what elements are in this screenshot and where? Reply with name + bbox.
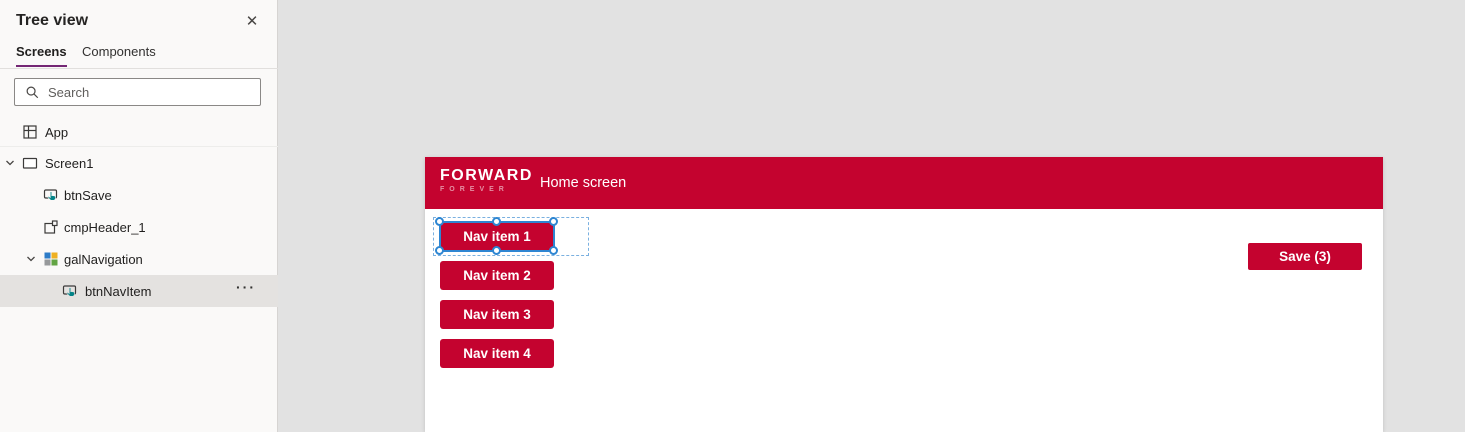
tree-item-label: App xyxy=(45,125,69,140)
tree-item-label: galNavigation xyxy=(64,252,143,267)
button-icon xyxy=(62,285,77,297)
tree-item-btnnavitem[interactable]: btnNavItem ··· xyxy=(0,275,278,307)
button-icon xyxy=(43,189,58,201)
tree-item-cmpheader[interactable]: cmpHeader_1 xyxy=(0,211,278,243)
app-header-bar[interactable]: FORWARD FOREVER Home screen xyxy=(425,157,1383,209)
chevron-down-icon[interactable] xyxy=(25,253,37,265)
tree-item-app[interactable]: App xyxy=(0,116,278,148)
nav-item-2-button[interactable]: Nav item 2 xyxy=(440,261,554,290)
nav-item-4-button[interactable]: Nav item 4 xyxy=(440,339,554,368)
tab-components[interactable]: Components xyxy=(82,44,156,59)
nav-item-3-button[interactable]: Nav item 3 xyxy=(440,300,554,329)
tab-screens[interactable]: Screens xyxy=(16,44,67,67)
panel-title: Tree view xyxy=(16,12,89,29)
search-input[interactable] xyxy=(48,84,238,100)
app-header-title: Home screen xyxy=(540,175,627,191)
tree-divider xyxy=(0,146,278,147)
close-icon[interactable]: ✕ xyxy=(245,13,259,30)
panel-tabs: Screens Components xyxy=(0,44,278,69)
logo-text-forever: FOREVER xyxy=(440,186,509,193)
tree-item-btnsave[interactable]: btnSave xyxy=(0,179,278,211)
search-box[interactable] xyxy=(14,78,261,106)
more-actions-icon[interactable]: ··· xyxy=(236,279,256,295)
resize-handle-bottom-right[interactable] xyxy=(549,246,558,255)
tree-item-label: Screen1 xyxy=(45,156,94,171)
search-icon xyxy=(26,86,39,98)
resize-handle-top-middle[interactable] xyxy=(492,217,501,226)
app-screen[interactable]: FORWARD FOREVER Home screen Nav item 1 N… xyxy=(425,157,1383,432)
save-button[interactable]: Save (3) xyxy=(1248,243,1362,270)
resize-handle-top-right[interactable] xyxy=(549,217,558,226)
component-icon xyxy=(44,220,58,234)
forward-forever-logo: FORWARD FOREVER xyxy=(440,166,533,194)
tree-view-panel: Tree view ✕ Screens Components App xyxy=(0,0,278,432)
tree-item-label: btnNavItem xyxy=(85,284,152,299)
resize-handle-top-left[interactable] xyxy=(435,217,444,226)
tree-item-label: btnSave xyxy=(64,188,112,203)
resize-handle-bottom-left[interactable] xyxy=(435,246,444,255)
app-icon xyxy=(23,125,37,139)
gallery-icon xyxy=(44,252,58,266)
screen-icon xyxy=(22,157,38,169)
tree-item-galnavigation[interactable]: galNavigation xyxy=(0,243,278,275)
tree-item-label: cmpHeader_1 xyxy=(64,220,146,235)
tree-item-screen1[interactable]: Screen1 xyxy=(0,147,278,179)
logo-text-forward: FORWARD xyxy=(440,167,533,184)
chevron-down-icon[interactable] xyxy=(4,157,16,169)
resize-handle-bottom-middle[interactable] xyxy=(492,246,501,255)
